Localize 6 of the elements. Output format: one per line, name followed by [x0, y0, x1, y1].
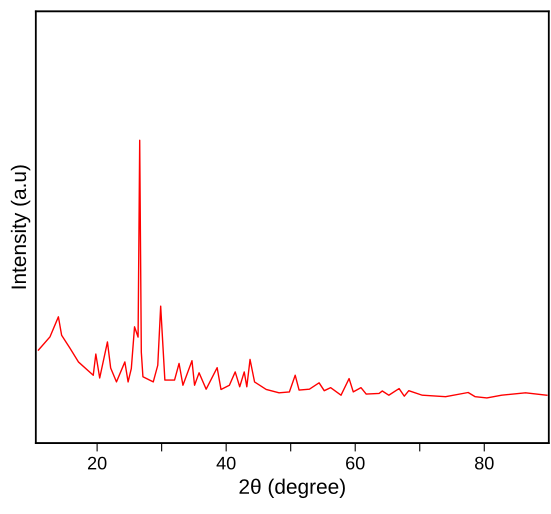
x-tick-label: 20: [88, 456, 106, 470]
x-axis-title: 2θ (degree): [240, 478, 345, 498]
x-tick-label: 60: [346, 456, 365, 470]
y-axis-title: Intensity (a.u): [10, 165, 30, 288]
x-tick-label: 40: [216, 456, 236, 470]
x-tick-label: 80: [475, 456, 494, 470]
